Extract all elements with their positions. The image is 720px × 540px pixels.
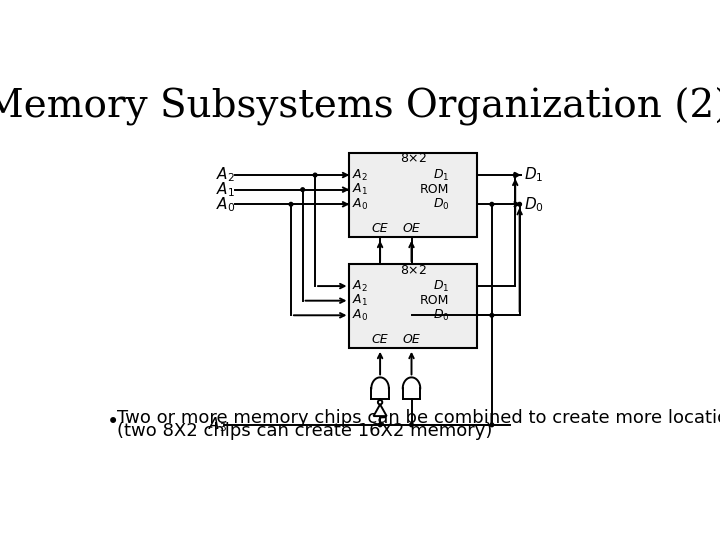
Text: ROM: ROM bbox=[420, 183, 449, 196]
Text: •: • bbox=[107, 412, 119, 432]
Text: OE: OE bbox=[402, 222, 420, 235]
Bar bbox=[349, 153, 477, 237]
Circle shape bbox=[313, 173, 317, 177]
Text: $8{\times}2$: $8{\times}2$ bbox=[400, 264, 427, 276]
Text: ROM: ROM bbox=[420, 294, 449, 307]
Text: $A_2$: $A_2$ bbox=[352, 167, 368, 183]
Text: $D_1$: $D_1$ bbox=[524, 166, 544, 184]
Text: $A_2$: $A_2$ bbox=[352, 279, 368, 294]
Circle shape bbox=[490, 202, 494, 206]
Text: $A_1$: $A_1$ bbox=[217, 180, 235, 199]
Text: (two 8X2 chips can create 16X2 memory): (two 8X2 chips can create 16X2 memory) bbox=[117, 422, 492, 440]
Text: $A_0$: $A_0$ bbox=[217, 195, 236, 214]
Text: $A_0$: $A_0$ bbox=[352, 197, 369, 212]
Text: $A_1$: $A_1$ bbox=[352, 293, 369, 308]
Circle shape bbox=[378, 423, 382, 427]
Text: $A_2$: $A_2$ bbox=[217, 166, 235, 184]
Text: Two or more memory chips can be combined to create more locations: Two or more memory chips can be combined… bbox=[117, 409, 720, 427]
Text: $D_0$: $D_0$ bbox=[433, 197, 450, 212]
Text: $8{\times}2$: $8{\times}2$ bbox=[400, 152, 427, 165]
Polygon shape bbox=[374, 404, 387, 416]
Text: $A_3$: $A_3$ bbox=[208, 415, 228, 434]
Text: Memory Subsystems Organization (2): Memory Subsystems Organization (2) bbox=[0, 87, 720, 126]
Circle shape bbox=[301, 188, 305, 192]
Circle shape bbox=[490, 313, 494, 317]
Text: CE: CE bbox=[372, 222, 388, 235]
Circle shape bbox=[490, 423, 494, 427]
Circle shape bbox=[378, 400, 382, 404]
Circle shape bbox=[289, 202, 293, 206]
Circle shape bbox=[513, 173, 517, 177]
Text: $D_0$: $D_0$ bbox=[524, 195, 544, 214]
Circle shape bbox=[518, 202, 521, 206]
Text: CE: CE bbox=[372, 333, 388, 346]
Text: $D_1$: $D_1$ bbox=[433, 279, 450, 294]
Bar bbox=[349, 264, 477, 348]
Text: $D_0$: $D_0$ bbox=[433, 308, 450, 323]
Text: $A_1$: $A_1$ bbox=[352, 182, 369, 197]
Circle shape bbox=[410, 423, 413, 427]
Text: $A_0$: $A_0$ bbox=[352, 308, 369, 323]
Text: OE: OE bbox=[402, 333, 420, 346]
Text: $D_1$: $D_1$ bbox=[433, 167, 450, 183]
